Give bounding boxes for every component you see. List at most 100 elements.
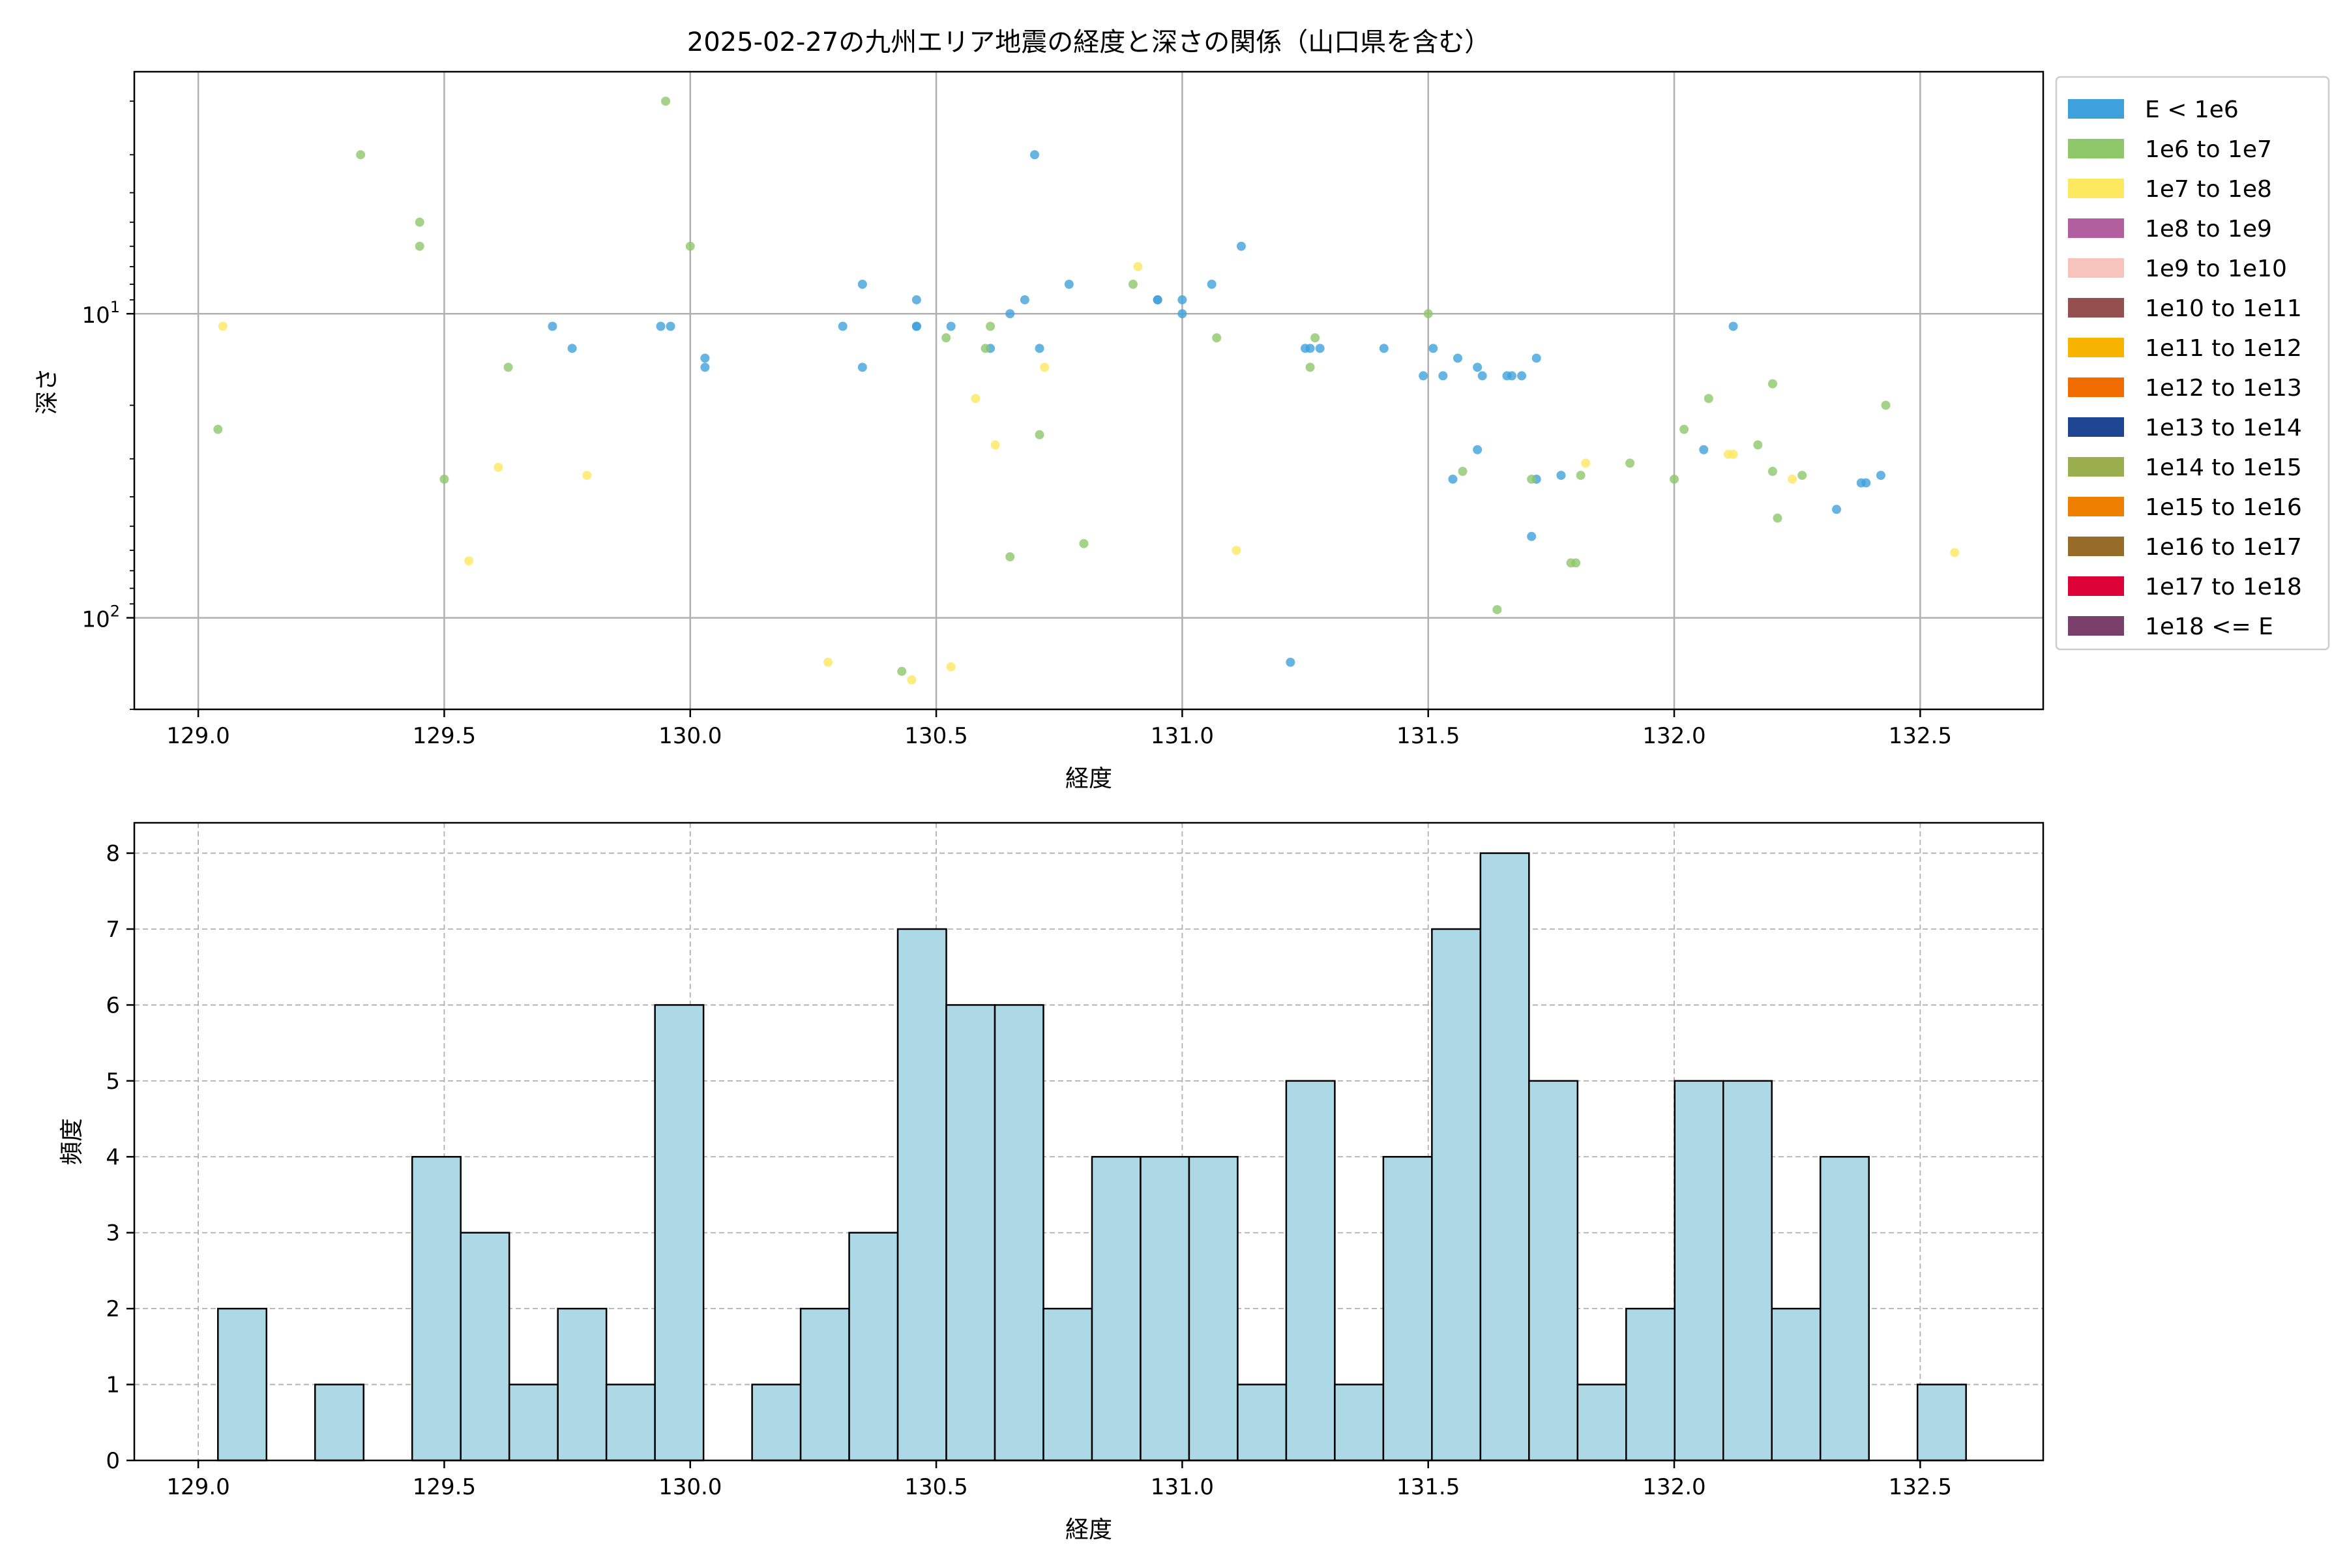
histogram-x-tick-label: 132.0 <box>1642 1474 1705 1500</box>
histogram-bar <box>1188 1156 1239 1462</box>
histogram-bar <box>848 1232 899 1462</box>
scatter-point <box>1035 430 1044 439</box>
legend-label: 1e7 to 1e8 <box>2145 176 2272 203</box>
legend-swatch <box>2068 497 2124 516</box>
scatter-point <box>1527 474 1537 484</box>
scatter-point <box>1571 558 1581 568</box>
histogram-x-tick-label: 130.0 <box>658 1474 722 1500</box>
histogram-bar <box>1674 1080 1724 1462</box>
legend-label: 1e12 to 1e13 <box>2145 375 2302 402</box>
histogram-bar <box>1334 1383 1385 1462</box>
histogram-bar <box>1285 1080 1336 1462</box>
scatter-point <box>1128 280 1138 289</box>
scatter-x-tick-label: 129.0 <box>166 723 229 749</box>
scatter-point <box>1207 280 1217 289</box>
legend-swatch <box>2068 99 2124 119</box>
scatter-point <box>685 241 695 251</box>
scatter-plot-area <box>134 72 2043 709</box>
legend-label: 1e8 to 1e9 <box>2145 216 2272 243</box>
scatter-point <box>1310 333 1320 343</box>
histogram-bar <box>994 1004 1044 1462</box>
histogram-bar <box>314 1383 364 1462</box>
legend-label: 1e16 to 1e17 <box>2145 534 2302 561</box>
histogram-y-tick-label: 2 <box>106 1296 120 1322</box>
scatter-point <box>218 321 228 331</box>
scatter-point <box>1950 548 1960 557</box>
scatter-point <box>1832 505 1842 514</box>
legend-swatch <box>2068 179 2124 198</box>
scatter-point <box>1177 309 1187 319</box>
histogram-bar <box>896 928 947 1462</box>
histogram-bars <box>217 852 1967 1462</box>
scatter-point <box>1625 458 1635 468</box>
histogram-y-tick-label: 5 <box>106 1069 120 1095</box>
histogram-bar <box>751 1383 802 1462</box>
legend-swatch <box>2068 218 2124 238</box>
scatter-x-tick-label: 130.5 <box>904 723 967 749</box>
scatter-x-tick-label: 131.0 <box>1151 723 1214 749</box>
scatter-point <box>494 462 503 472</box>
histogram-frame <box>133 821 2044 1462</box>
histogram-bar <box>1625 1307 1676 1462</box>
histogram-x-ticks: 129.0 129.5 130.0 130.5 131.0 131.5 132.0 132.5 <box>166 1460 1952 1500</box>
scatter-point <box>1236 241 1246 251</box>
histogram-y-ticks: 0 1 2 3 4 5 6 7 8 <box>106 841 134 1474</box>
histogram-y-tick-label: 6 <box>106 992 120 1018</box>
scatter-point <box>1477 371 1487 381</box>
scatter-point <box>1679 424 1689 434</box>
histogram-y-tick-label: 3 <box>106 1220 120 1247</box>
scatter-point <box>1315 344 1325 353</box>
legend-swatch <box>2068 576 2124 596</box>
scatter-panel: 2025-02-27の九州エリア地震の経度と深さの関係（山口県を含む） 129.… <box>34 27 2044 792</box>
legend-label: 1e11 to 1e12 <box>2145 335 2302 362</box>
histogram-y-label: 頻度 <box>59 1118 85 1165</box>
histogram-bar <box>1091 1156 1142 1462</box>
scatter-point <box>1428 344 1438 353</box>
scatter-point <box>1881 400 1891 410</box>
scatter-point <box>1517 371 1527 381</box>
scatter-point <box>986 321 996 331</box>
legend-label: 1e17 to 1e18 <box>2145 574 2302 600</box>
histogram-bar <box>1140 1156 1190 1462</box>
scatter-point <box>990 440 1000 450</box>
scatter-point <box>666 321 675 331</box>
histogram-bar <box>1916 1383 1967 1462</box>
scatter-x-tick-label: 131.5 <box>1396 723 1460 749</box>
scatter-point <box>1773 513 1782 523</box>
histogram-bar <box>1722 1080 1773 1462</box>
scatter-point <box>1753 440 1763 450</box>
scatter-point <box>981 344 990 353</box>
scatter-x-tick-label: 130.0 <box>658 723 722 749</box>
histogram-bar <box>799 1307 850 1462</box>
scatter-point <box>1767 379 1777 389</box>
scatter-grid <box>134 72 2043 709</box>
scatter-point <box>907 675 917 685</box>
scatter-point <box>567 344 577 353</box>
scatter-point <box>1079 539 1089 548</box>
histogram-x-tick-label: 129.0 <box>166 1474 229 1500</box>
scatter-point <box>941 333 951 343</box>
legend-label: E < 1e6 <box>2145 96 2239 123</box>
scatter-point <box>700 353 710 363</box>
scatter-y-ticks: 101 102 <box>81 100 134 710</box>
scatter-point <box>1133 261 1143 271</box>
scatter-point <box>1728 449 1738 459</box>
scatter-point <box>1286 657 1295 667</box>
scatter-point <box>1876 471 1885 481</box>
legend-swatch <box>2068 298 2124 318</box>
scatter-point <box>582 471 592 481</box>
histogram-bar <box>217 1307 268 1462</box>
histogram-y-tick-label: 4 <box>106 1144 120 1170</box>
legend-label: 1e6 to 1e7 <box>2145 136 2272 163</box>
scatter-point <box>1473 362 1483 372</box>
scatter-point <box>1473 445 1483 454</box>
scatter-point <box>857 362 867 372</box>
legend-label: 1e15 to 1e16 <box>2145 494 2302 521</box>
legend-swatch <box>2068 537 2124 556</box>
scatter-x-ticks: 129.0 129.5 130.0 130.5 131.0 131.5 132.0 132.5 <box>166 709 1952 749</box>
scatter-point <box>1767 467 1777 477</box>
scatter-point <box>656 321 666 331</box>
histogram-bar <box>605 1383 656 1462</box>
scatter-point <box>1232 546 1241 555</box>
